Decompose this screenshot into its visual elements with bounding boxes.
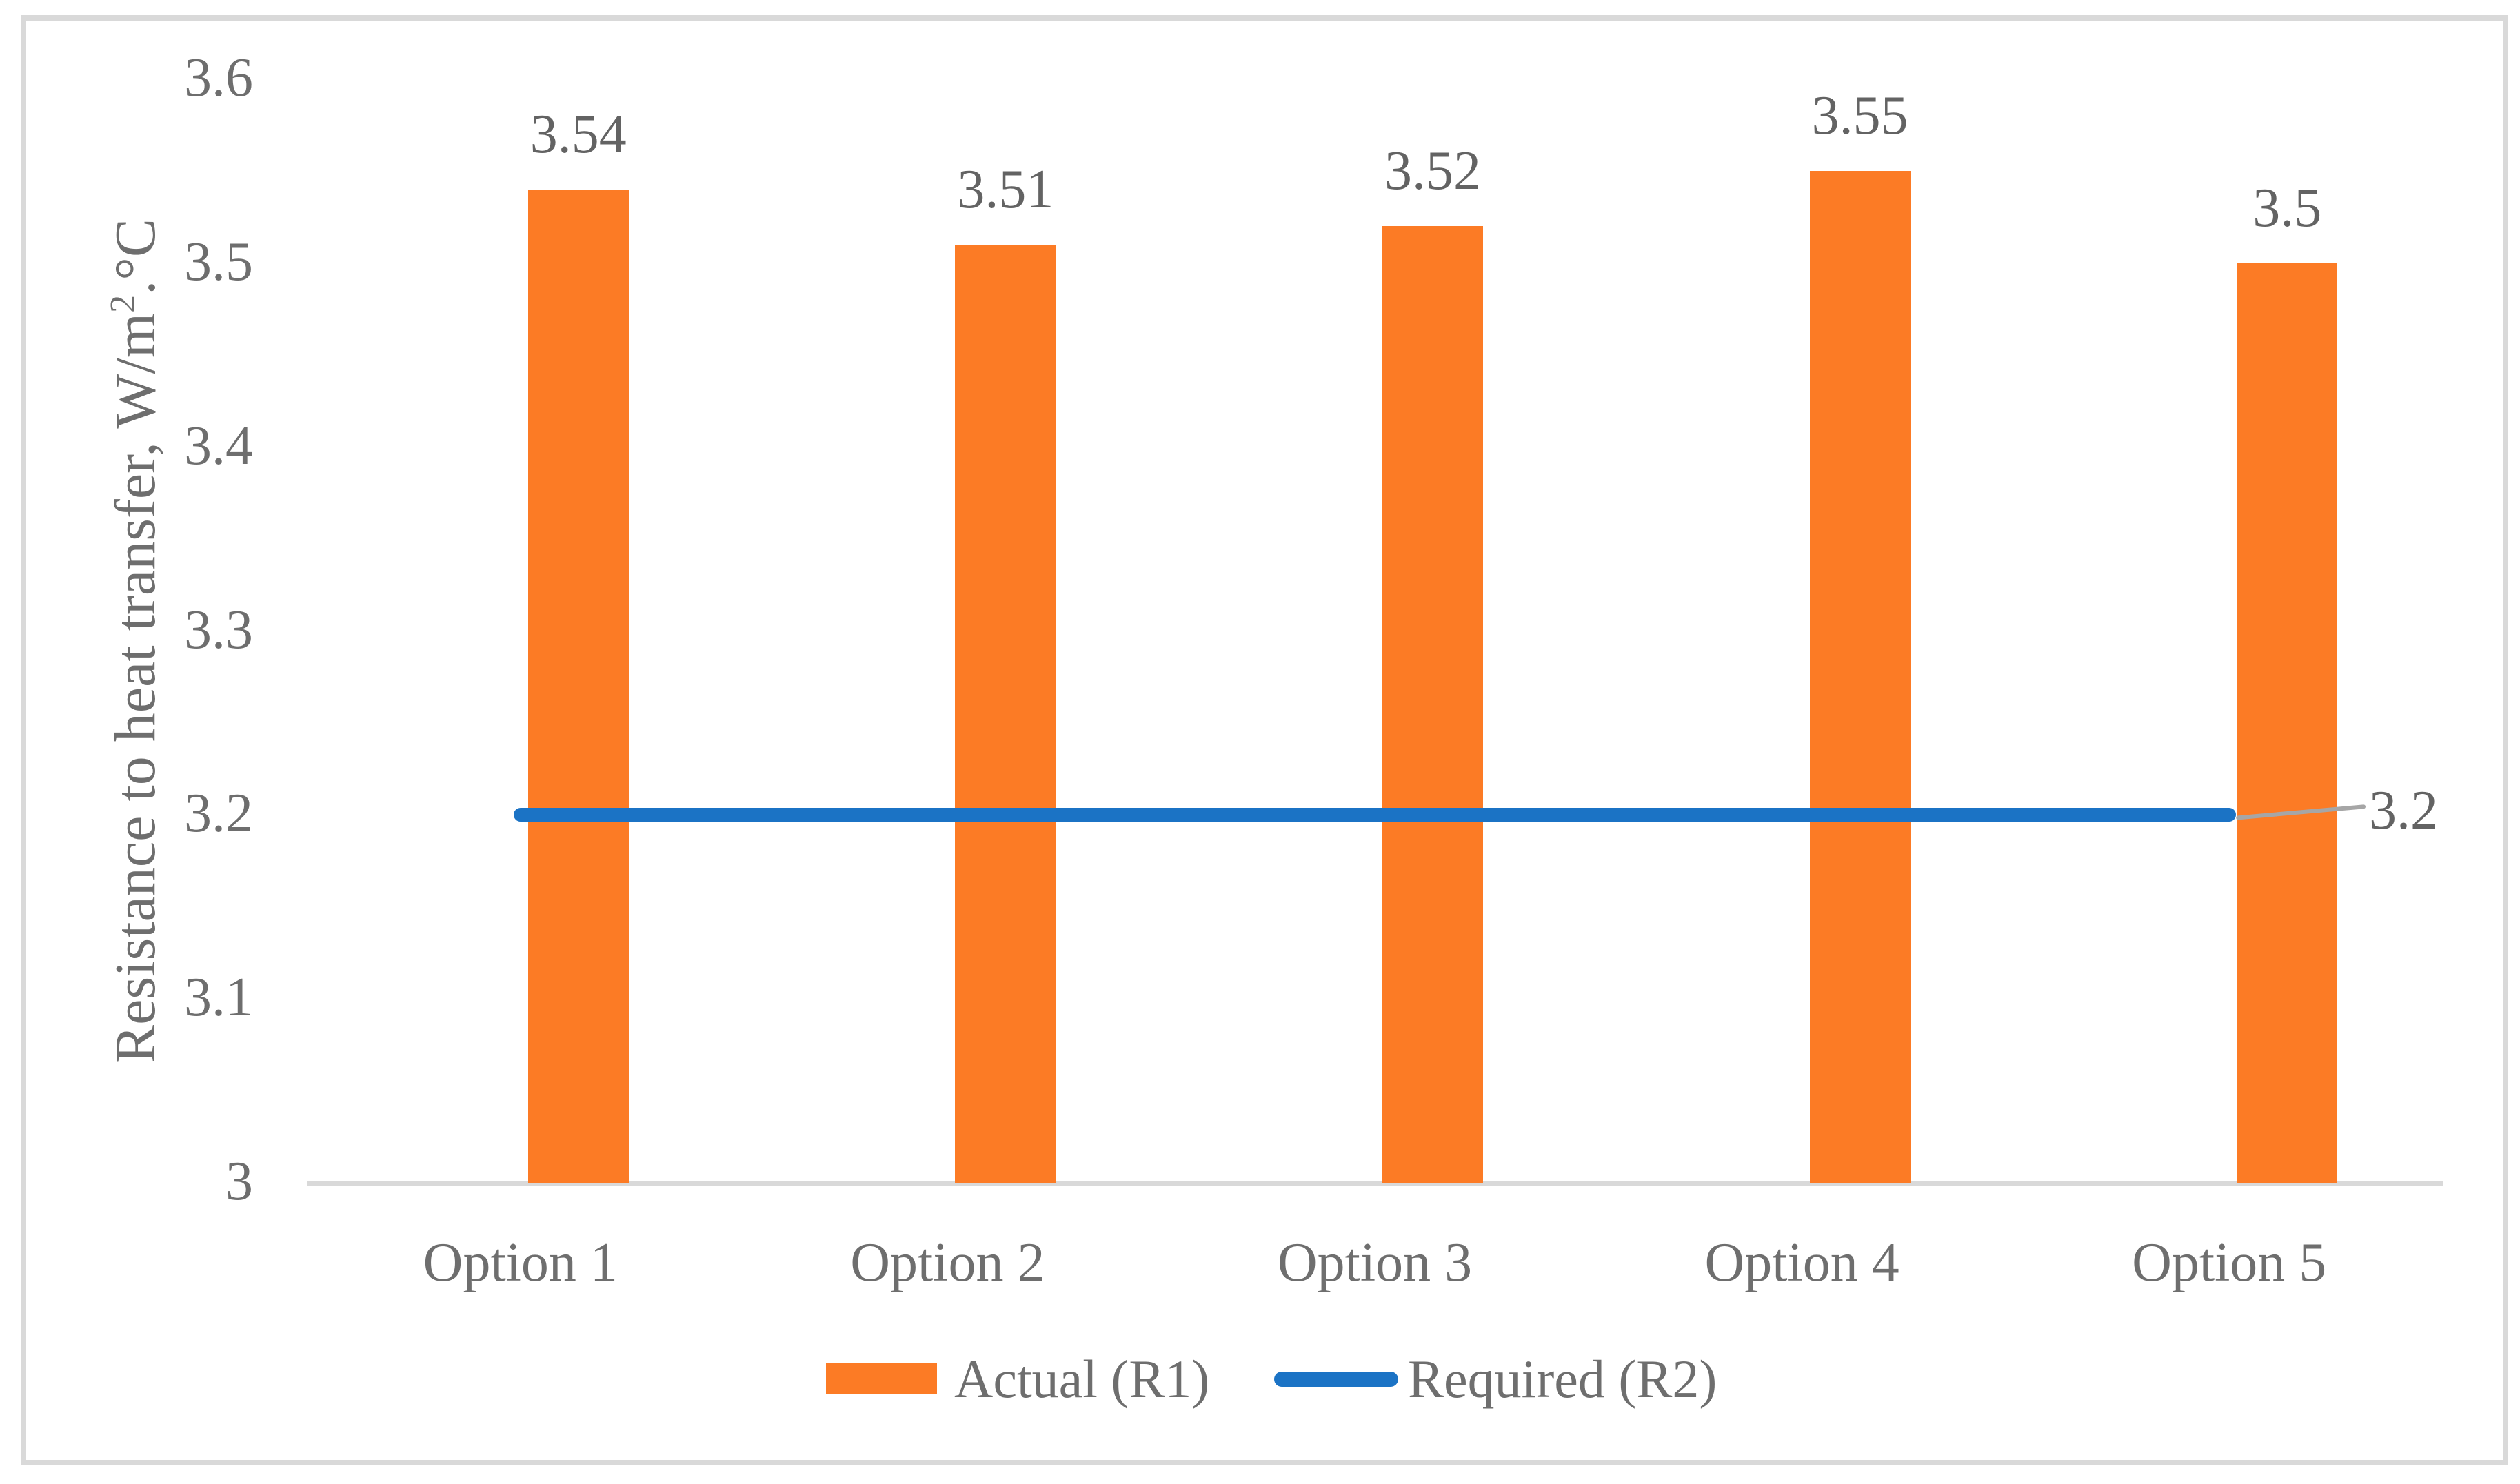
- x-tick-label-3: Option 3: [1277, 1232, 1473, 1293]
- bar-option-1: [527, 190, 629, 1183]
- line-value-label: 3.2: [2369, 780, 2438, 841]
- bar-value-label-1: 3.54: [530, 104, 627, 165]
- y-axis-title-superscript: 2: [103, 294, 143, 313]
- y-tick-label-3.6: 3.6: [184, 48, 253, 108]
- y-tick-label-3.4: 3.4: [184, 415, 253, 476]
- bar-option-2: [955, 245, 1056, 1183]
- bar-value-label-2: 3.51: [957, 159, 1054, 221]
- bar-option-3: [1382, 226, 1483, 1183]
- x-axis-line: [307, 1181, 2443, 1186]
- x-tick-label-2: Option 2: [850, 1232, 1045, 1293]
- x-tick-label-4: Option 4: [1704, 1232, 1899, 1293]
- bar-option-5: [2237, 263, 2338, 1183]
- y-tick-label-3.1: 3.1: [184, 967, 253, 1028]
- bar-value-label-5: 3.5: [2252, 177, 2322, 238]
- y-tick-label-3: 3: [225, 1151, 253, 1212]
- chart-border: [21, 15, 2508, 1465]
- y-tick-label-3.3: 3.3: [184, 599, 253, 660]
- x-tick-label-1: Option 1: [423, 1232, 618, 1293]
- required-line: [513, 808, 2237, 822]
- y-tick-label-3.2: 3.2: [184, 783, 253, 844]
- bar-option-4: [1809, 171, 1911, 1183]
- bar-value-label-3: 3.52: [1384, 141, 1481, 202]
- y-tick-label-3.5: 3.5: [184, 231, 253, 292]
- x-tick-label-5: Option 5: [2132, 1232, 2327, 1293]
- bar-value-label-4: 3.55: [1811, 85, 1908, 147]
